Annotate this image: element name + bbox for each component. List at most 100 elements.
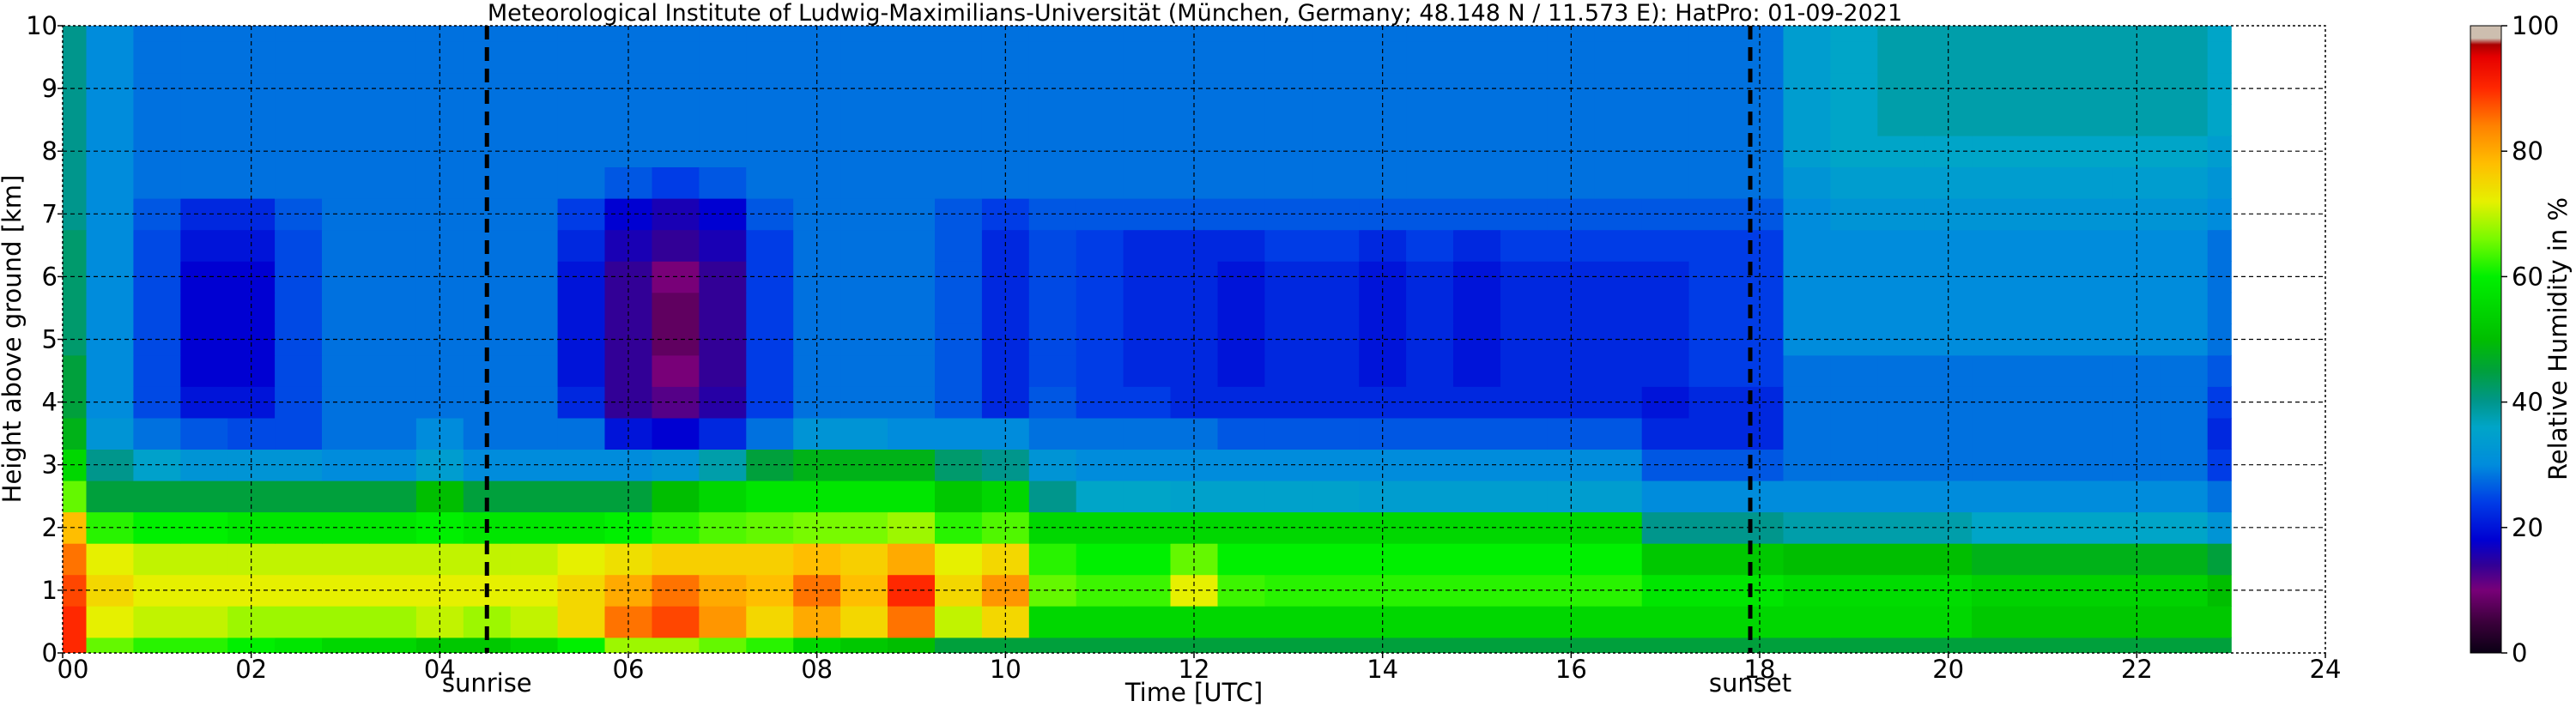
heatmap-cell: [2066, 166, 2114, 199]
heatmap-cell: [1594, 26, 1643, 42]
colorbar-tick-label: 40: [2512, 388, 2543, 417]
heatmap-cell: [63, 543, 88, 576]
heatmap-cell: [1123, 41, 1172, 74]
colorbar-tick-label: 60: [2512, 262, 2543, 291]
heatmap-cell: [322, 574, 370, 607]
heatmap-cell: [510, 41, 559, 74]
heatmap-cell: [1641, 417, 1690, 450]
x-tick-label: 08: [801, 655, 833, 684]
heatmap-cell: [369, 26, 417, 42]
heatmap-cell: [746, 229, 794, 262]
heatmap-cell: [2019, 354, 2067, 387]
heatmap-cell: [275, 292, 323, 324]
heatmap-cell: [746, 543, 794, 576]
heatmap-cell: [1264, 198, 1312, 231]
chart-title: Meteorological Institute of Ludwig-Maxim…: [488, 0, 1902, 27]
heatmap-cell: [1217, 543, 1265, 576]
heatmap-cell: [557, 229, 606, 262]
heatmap-cell: [369, 323, 417, 356]
heatmap-cell: [510, 166, 559, 199]
heatmap-cell: [935, 606, 983, 638]
heatmap-cell: [840, 41, 888, 74]
heatmap-cell: [1264, 417, 1312, 450]
heatmap-cell: [510, 606, 559, 638]
heatmap-cell: [180, 292, 228, 324]
heatmap-cell: [888, 323, 936, 356]
heatmap-cell: [652, 104, 700, 136]
heatmap-cell: [557, 417, 606, 450]
heatmap-cell: [1500, 606, 1549, 638]
heatmap-cell: [1312, 104, 1360, 136]
heatmap-cell: [1264, 606, 1312, 638]
heatmap-cell: [888, 417, 936, 450]
heatmap-cell: [557, 480, 606, 513]
x-tick-label: 16: [1555, 655, 1587, 684]
heatmap-cell: [133, 26, 181, 42]
y-tick-label: 8: [42, 136, 58, 166]
heatmap-cell: [746, 417, 794, 450]
heatmap-cell: [180, 637, 228, 653]
sun-markers: sunrise sunset: [442, 26, 1791, 698]
heatmap-cell: [369, 511, 417, 544]
heatmap-cell: [275, 606, 323, 638]
heatmap-cell: [2019, 41, 2067, 74]
heatmap-cell: [86, 229, 134, 262]
heatmap-cell: [2207, 166, 2232, 199]
heatmap-cell: [652, 41, 700, 74]
heatmap-cell: [1500, 480, 1549, 513]
heatmap-cell: [840, 543, 888, 576]
heatmap-cell: [699, 26, 747, 42]
heatmap-cell: [63, 417, 88, 450]
heatmap-cell: [2019, 166, 2067, 199]
heatmap-cell: [1783, 26, 1831, 42]
heatmap-cell: [888, 135, 936, 167]
heatmap-cell: [1076, 417, 1124, 450]
heatmap-cell: [180, 26, 228, 42]
heatmap-cell: [840, 229, 888, 262]
heatmap-cell: [1076, 543, 1124, 576]
heatmap-cell: [699, 417, 747, 450]
heatmap-cell: [1877, 543, 1925, 576]
heatmap-cell: [1688, 606, 1737, 638]
heatmap-cell: [1453, 480, 1501, 513]
heatmap-cell: [1500, 292, 1549, 324]
heatmap-cell: [935, 543, 983, 576]
heatmap-cell: [2207, 104, 2232, 136]
heatmap-cell: [2207, 543, 2232, 576]
heatmap-cell: [1028, 41, 1077, 74]
heatmap-cell: [1028, 354, 1077, 387]
heatmap-cell: [369, 198, 417, 231]
heatmap-cell: [1783, 41, 1831, 74]
heatmap-cell: [1641, 480, 1690, 513]
heatmap-cell: [1217, 229, 1265, 262]
heatmap-cell: [888, 449, 936, 481]
heatmap-cell: [86, 417, 134, 450]
heatmap-cell: [1783, 229, 1831, 262]
heatmap-cell: [1688, 480, 1737, 513]
heatmap-cell: [1688, 104, 1737, 136]
heatmap-cell: [369, 606, 417, 638]
heatmap-cell: [2207, 480, 2232, 513]
heatmap-cell: [1877, 166, 1925, 199]
heatmap-cell: [1312, 292, 1360, 324]
heatmap-cell: [463, 637, 512, 653]
y-tick-label: 1: [42, 576, 58, 605]
heatmap-cell: [1877, 104, 1925, 136]
heatmap-cell: [275, 26, 323, 42]
heatmap-cell: [2207, 354, 2232, 387]
heatmap-cell: [1217, 354, 1265, 387]
heatmap-cell: [1264, 480, 1312, 513]
x-tick-label: 12: [1179, 655, 1210, 684]
heatmap-cell: [180, 480, 228, 513]
heatmap-cell: [1264, 511, 1312, 544]
heatmap-cell: [86, 354, 134, 387]
heatmap-cell: [1076, 26, 1124, 42]
heatmap-cell: [2019, 104, 2067, 136]
heatmap-cell: [2207, 637, 2232, 653]
heatmap-cell: [2160, 104, 2209, 136]
heatmap-cell: [1123, 292, 1172, 324]
heatmap-cell: [557, 543, 606, 576]
heatmap-cell: [1028, 292, 1077, 324]
heatmap-cell: [1123, 104, 1172, 136]
heatmap-cell: [1830, 104, 1878, 136]
